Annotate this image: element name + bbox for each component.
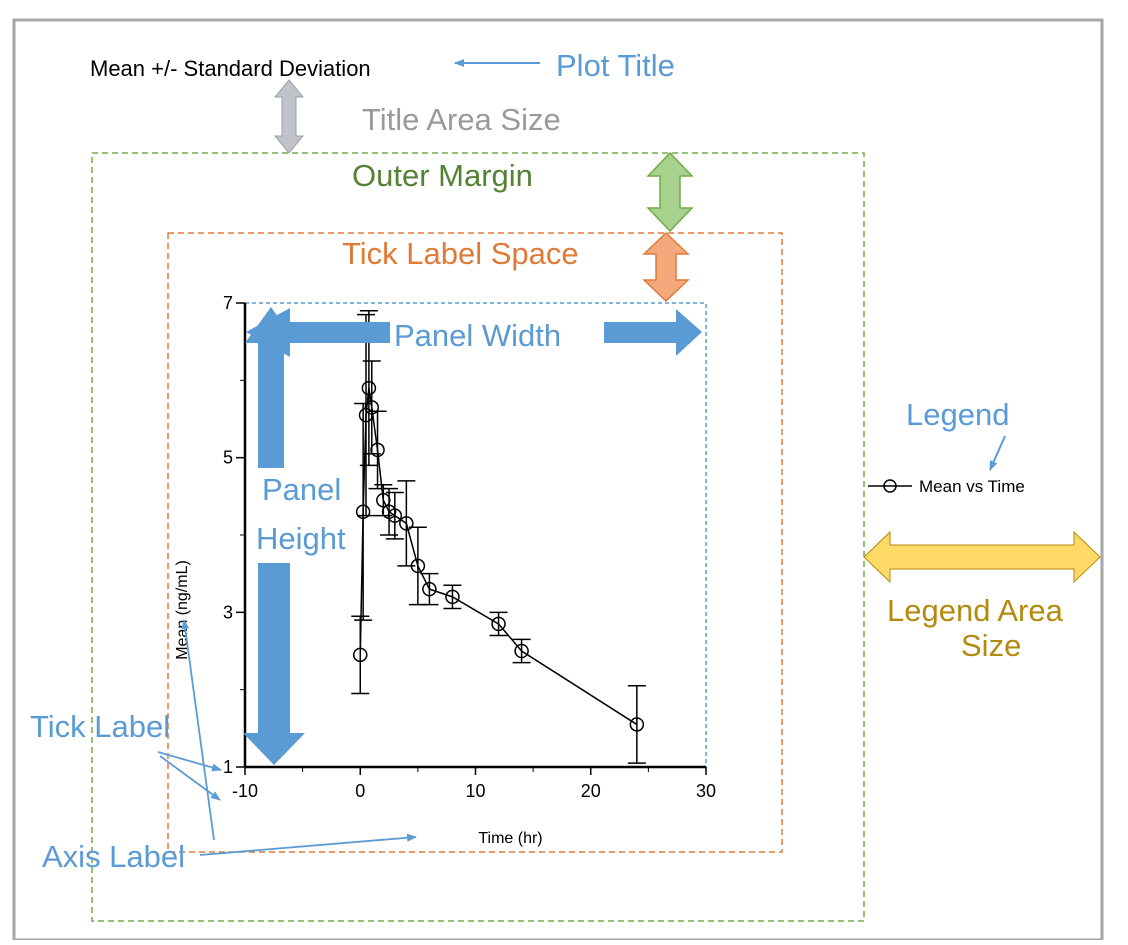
legend-entry-label: Mean vs Time [919, 477, 1025, 496]
data-point [422, 581, 437, 597]
data-point [355, 504, 371, 520]
title-area-double-arrow [273, 79, 305, 154]
legend-area-double-arrow [863, 530, 1101, 584]
title-area-size-annotation: Title Area Size [362, 102, 561, 137]
x-axis-label: Time (hr) [478, 830, 542, 847]
outer-margin-box [91, 152, 865, 922]
y-tick-label: 1 [223, 757, 233, 777]
legend-pointer-arrow [989, 435, 1006, 471]
legend-area-size-annotation-line2: Size [961, 628, 1021, 663]
window-frame [12, 18, 1104, 942]
chart-layer: -10 0 10 20 30 1 3 5 7 Time (hr) Mean (ng/mL) [174, 293, 716, 847]
x-tick-label: -10 [232, 781, 258, 801]
tick-label-annotation: Tick Label [30, 709, 170, 744]
plot-title-annotation: Plot Title [556, 48, 675, 83]
data-point [376, 492, 391, 508]
axis-label-annotation: Axis Label [42, 839, 185, 874]
y-tick-label: 3 [223, 602, 233, 622]
y-axis-label: Mean (ng/mL) [174, 560, 191, 660]
x-tick-label: 0 [355, 781, 365, 801]
y-tick-label: 7 [223, 293, 233, 313]
tick-label-pointer-arrow-2 [159, 755, 221, 801]
panel-height-annotation-line1: Panel [262, 472, 341, 507]
panel-height-up-arrow [245, 307, 297, 468]
y-tick-label: 5 [223, 448, 233, 468]
outer-margin-double-arrow [646, 151, 694, 233]
legend-area-size-annotation-line1: Legend Area [887, 593, 1064, 628]
outer-margin-annotation: Outer Margin [352, 158, 533, 193]
x-tick-label: 30 [696, 781, 716, 801]
panel-width-right-arrow [604, 309, 702, 356]
data-point [629, 717, 645, 732]
panel-height-annotation-line2: Height [256, 521, 346, 556]
data-point [353, 647, 368, 663]
data-point [410, 558, 426, 574]
legend-marker-sample [883, 479, 897, 493]
data-point [491, 616, 506, 632]
data-point [361, 380, 377, 396]
data-point [399, 516, 414, 531]
panel-width-annotation: Panel Width [394, 318, 561, 353]
x-tick-label: 10 [465, 781, 485, 801]
x-tick-label: 20 [581, 781, 601, 801]
tick-label-pointer-arrow-1 [157, 751, 222, 772]
plot-title: Mean +/- Standard Deviation [90, 56, 371, 81]
legend-annotation: Legend [906, 397, 1009, 432]
tick-label-space-double-arrow [642, 231, 690, 303]
data-point [514, 643, 529, 659]
tick-label-space-box [167, 232, 783, 853]
tick-label-space-annotation: Tick Label Space [342, 236, 579, 271]
data-point [387, 508, 403, 523]
axis-label-pointer-arrow-y [181, 619, 215, 841]
data-point [364, 400, 380, 415]
panel-height-down-arrow [243, 563, 305, 765]
data-point [370, 442, 385, 458]
data-point [445, 589, 460, 605]
axis-label-pointer-arrow-x [199, 833, 417, 856]
